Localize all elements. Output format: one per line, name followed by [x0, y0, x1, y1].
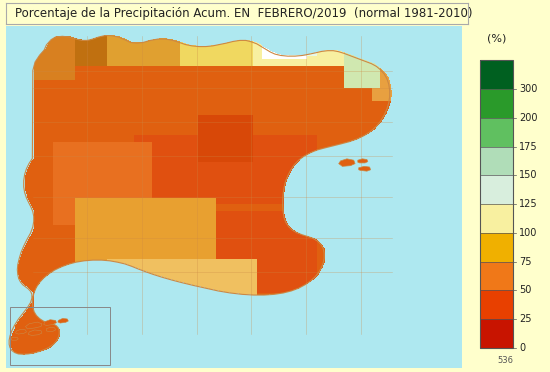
Bar [480, 319, 513, 348]
Bar [480, 118, 513, 147]
Bar [480, 262, 513, 290]
Text: 175: 175 [519, 141, 538, 151]
Text: 200: 200 [519, 113, 538, 123]
Text: 125: 125 [519, 199, 538, 209]
Bar [480, 147, 513, 175]
Text: (%): (%) [487, 33, 507, 43]
Bar [480, 175, 513, 204]
Polygon shape [25, 322, 42, 329]
Text: 100: 100 [519, 228, 538, 238]
Polygon shape [339, 159, 355, 166]
Text: 75: 75 [519, 257, 532, 266]
Polygon shape [46, 327, 56, 331]
Text: Porcentaje de la Precipitación Acum. EN  FEBRERO/2019  (normal 1981-2010): Porcentaje de la Precipitación Acum. EN … [15, 7, 472, 20]
Polygon shape [58, 318, 68, 323]
Bar [480, 60, 513, 348]
Polygon shape [28, 330, 42, 336]
Polygon shape [15, 329, 26, 334]
Text: 536: 536 [497, 356, 513, 365]
Polygon shape [11, 337, 18, 340]
Polygon shape [44, 320, 57, 326]
Text: 300: 300 [519, 84, 538, 94]
Text: 50: 50 [519, 285, 532, 295]
Text: 25: 25 [519, 314, 532, 324]
Text: 150: 150 [519, 170, 538, 180]
Polygon shape [359, 166, 371, 171]
Bar [10, 307, 110, 365]
Bar [480, 233, 513, 262]
Bar [480, 290, 513, 319]
Text: 0: 0 [519, 343, 525, 353]
Polygon shape [358, 159, 368, 163]
Bar [480, 89, 513, 118]
Bar [480, 204, 513, 233]
Bar [480, 60, 513, 89]
